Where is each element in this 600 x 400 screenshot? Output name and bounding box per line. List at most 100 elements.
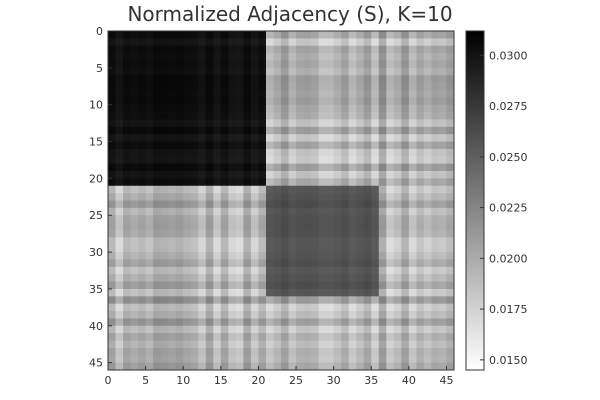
heatmap-cell	[153, 215, 162, 224]
heatmap-cell	[198, 31, 207, 39]
heatmap-cell	[213, 303, 222, 312]
heatmap-cell	[145, 75, 154, 83]
heatmap-cell	[235, 355, 244, 364]
heatmap-cell	[123, 178, 131, 187]
heatmap-cell	[265, 252, 274, 260]
heatmap-cell	[296, 89, 304, 98]
heatmap-cell	[356, 119, 365, 128]
heatmap-cell	[265, 193, 274, 201]
heatmap-cell	[341, 185, 350, 194]
heatmap-cell	[438, 340, 447, 349]
heatmap-cell	[190, 148, 199, 157]
heatmap-cell	[198, 193, 207, 201]
heatmap-cell	[273, 141, 282, 150]
heatmap-cell	[348, 333, 357, 341]
heatmap-cell	[408, 156, 417, 165]
heatmap-cell	[228, 97, 237, 106]
heatmap-cell	[265, 229, 274, 238]
heatmap-cell	[108, 274, 116, 282]
heatmap-cell	[311, 207, 320, 216]
heatmap-cell	[235, 193, 244, 201]
heatmap-cell	[115, 244, 124, 253]
heatmap-cell	[273, 215, 282, 224]
heatmap-cell	[408, 207, 417, 216]
heatmap-cell	[168, 252, 177, 260]
heatmap-cell	[348, 244, 357, 253]
heatmap-cell	[168, 148, 177, 157]
heatmap-cell	[386, 200, 395, 209]
heatmap-cell	[371, 281, 380, 290]
heatmap-cell	[130, 229, 139, 238]
heatmap-cell	[416, 193, 425, 201]
heatmap-cell	[213, 82, 222, 91]
heatmap-cell	[311, 82, 320, 91]
heatmap-cell	[250, 207, 259, 216]
heatmap-cell	[175, 200, 184, 209]
heatmap-cell	[190, 53, 199, 61]
heatmap-cell	[356, 237, 365, 246]
heatmap-cell	[108, 229, 116, 238]
heatmap-cell	[145, 244, 154, 253]
heatmap-cell	[378, 252, 387, 260]
heatmap-cell	[281, 355, 289, 364]
heatmap-cell	[123, 141, 131, 150]
heatmap-cell	[311, 141, 320, 150]
heatmap-cell	[138, 288, 147, 297]
heatmap-cell	[183, 229, 192, 238]
heatmap-cell	[446, 89, 455, 98]
heatmap-cell	[423, 347, 432, 356]
x-tick-label: 25	[289, 374, 303, 387]
heatmap-cell	[273, 75, 282, 83]
heatmap-cell	[198, 244, 207, 253]
heatmap-cell	[153, 244, 162, 253]
heatmap-cell	[386, 266, 395, 275]
heatmap-cell	[401, 288, 410, 297]
heatmap-cell	[303, 333, 312, 341]
heatmap-cell	[108, 134, 116, 142]
heatmap-cell	[198, 296, 207, 305]
heatmap-cell	[378, 347, 387, 356]
heatmap-cell	[138, 178, 147, 187]
heatmap-cell	[130, 60, 139, 69]
heatmap-cell	[213, 288, 222, 297]
heatmap-cell	[378, 141, 387, 150]
heatmap-cell	[333, 156, 342, 165]
heatmap-cell	[438, 53, 447, 61]
heatmap-cell	[183, 60, 192, 69]
heatmap-cell	[281, 141, 289, 150]
heatmap-cell	[130, 141, 139, 150]
heatmap-cell	[386, 244, 395, 253]
heatmap-cell	[416, 104, 425, 113]
heatmap-cell	[303, 355, 312, 364]
heatmap-cell	[446, 340, 455, 349]
heatmap-cell	[235, 31, 244, 39]
heatmap-cell	[326, 89, 335, 98]
heatmap-cell	[311, 97, 320, 106]
heatmap-cell	[250, 200, 259, 209]
heatmap-cell	[438, 141, 447, 150]
heatmap-cell	[438, 75, 447, 83]
heatmap-cell	[341, 222, 350, 231]
heatmap-cell	[363, 171, 372, 179]
heatmap-cell	[213, 178, 222, 187]
heatmap-cell	[153, 333, 162, 341]
y-tick-label: 15	[89, 136, 103, 149]
heatmap-cell	[190, 229, 199, 238]
heatmap-cell	[431, 229, 440, 238]
heatmap-cell	[153, 38, 162, 47]
heatmap-cell	[356, 97, 365, 106]
heatmap-cell	[183, 185, 192, 194]
heatmap-cell	[243, 325, 252, 334]
heatmap-cell	[138, 318, 147, 327]
heatmap-cell	[431, 237, 440, 246]
heatmap-cell	[228, 38, 237, 47]
heatmap-cell	[153, 141, 162, 150]
heatmap-cell	[123, 296, 131, 305]
heatmap-cell	[311, 178, 320, 187]
heatmap-cell	[416, 237, 425, 246]
heatmap-cell	[258, 119, 267, 128]
heatmap-cell	[190, 67, 199, 76]
heatmap-cell	[288, 112, 297, 120]
heatmap-cell	[416, 60, 425, 69]
heatmap-cell	[371, 45, 380, 54]
